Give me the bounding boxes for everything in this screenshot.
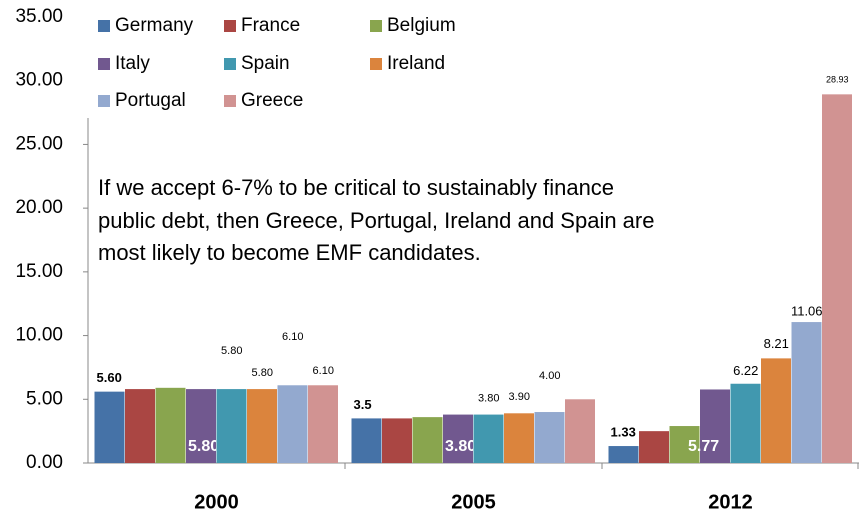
bar: [382, 418, 412, 463]
data-label: 28.93: [826, 75, 849, 85]
legend-swatch: [98, 58, 110, 70]
data-label: 5.77: [688, 438, 719, 455]
data-label: 1.33: [611, 424, 636, 439]
data-label: 5.60: [97, 370, 122, 385]
bar: [125, 389, 155, 463]
legend-label: Spain: [241, 53, 290, 74]
data-label: 5.80: [252, 367, 273, 379]
bar: [504, 413, 534, 463]
bar: [473, 414, 504, 463]
x-tick-label: 2000: [194, 491, 239, 513]
data-label: 3.80: [445, 438, 476, 455]
bar: [186, 389, 216, 463]
bar: [639, 431, 669, 463]
legend-swatch: [370, 20, 382, 32]
bar: [761, 358, 791, 463]
y-tick-label: 35.00: [15, 6, 63, 27]
data-label: 3.90: [509, 391, 530, 403]
y-tick-label: 20.00: [15, 197, 63, 218]
bar: [700, 389, 730, 463]
legend-swatch: [224, 95, 236, 107]
legend-label: Greece: [241, 90, 303, 111]
y-tick-label: 30.00: [15, 70, 63, 91]
data-label: 11.06: [791, 304, 823, 319]
legend-swatch: [224, 20, 236, 32]
y-tick-label: 25.00: [15, 133, 63, 154]
data-label: 6.10: [282, 331, 303, 343]
data-label: 5.80: [188, 438, 219, 455]
bar: [730, 383, 761, 463]
legend-label: France: [241, 15, 300, 36]
legend-label: Belgium: [387, 15, 456, 36]
data-label: 6.22: [733, 363, 758, 378]
bar: [216, 389, 247, 463]
x-tick-label: 2012: [708, 491, 753, 513]
bar: [94, 391, 125, 463]
x-tick-label: 2005: [451, 491, 496, 513]
annotation: If we accept 6-7% to be critical to sust…: [98, 175, 655, 265]
legend-label: Germany: [115, 15, 194, 36]
bar: [155, 387, 186, 463]
legend-label: Ireland: [387, 53, 445, 74]
legend-swatch: [98, 20, 110, 32]
bar: [534, 412, 565, 463]
bar: [565, 399, 595, 463]
data-label: 3.80: [478, 392, 499, 404]
y-tick-label: 0.00: [26, 452, 63, 473]
data-label: 8.21: [764, 336, 789, 351]
legend-label: Italy: [115, 53, 150, 74]
bar: [822, 94, 852, 463]
bar: [277, 385, 308, 463]
legend-swatch: [224, 58, 236, 70]
y-tick-label: 15.00: [15, 261, 63, 282]
bar: [308, 385, 338, 463]
data-label: 5.80: [221, 345, 242, 357]
bar: [412, 417, 443, 463]
bar: [669, 426, 700, 463]
bar: [351, 418, 382, 463]
bar: [247, 389, 277, 463]
legend-swatch: [370, 58, 382, 70]
y-tick-label: 5.00: [26, 388, 63, 409]
bar: [443, 414, 473, 463]
data-label: 6.10: [313, 365, 334, 377]
bar: [791, 322, 822, 463]
bar: [608, 446, 639, 463]
legend-label: Portugal: [115, 90, 186, 111]
y-tick-label: 10.00: [15, 325, 63, 346]
data-label: 4.00: [539, 370, 560, 382]
data-label: 3.5: [354, 397, 372, 412]
legend-swatch: [98, 95, 110, 107]
